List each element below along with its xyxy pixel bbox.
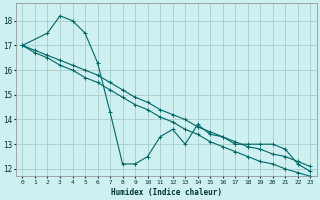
X-axis label: Humidex (Indice chaleur): Humidex (Indice chaleur) bbox=[111, 188, 222, 197]
